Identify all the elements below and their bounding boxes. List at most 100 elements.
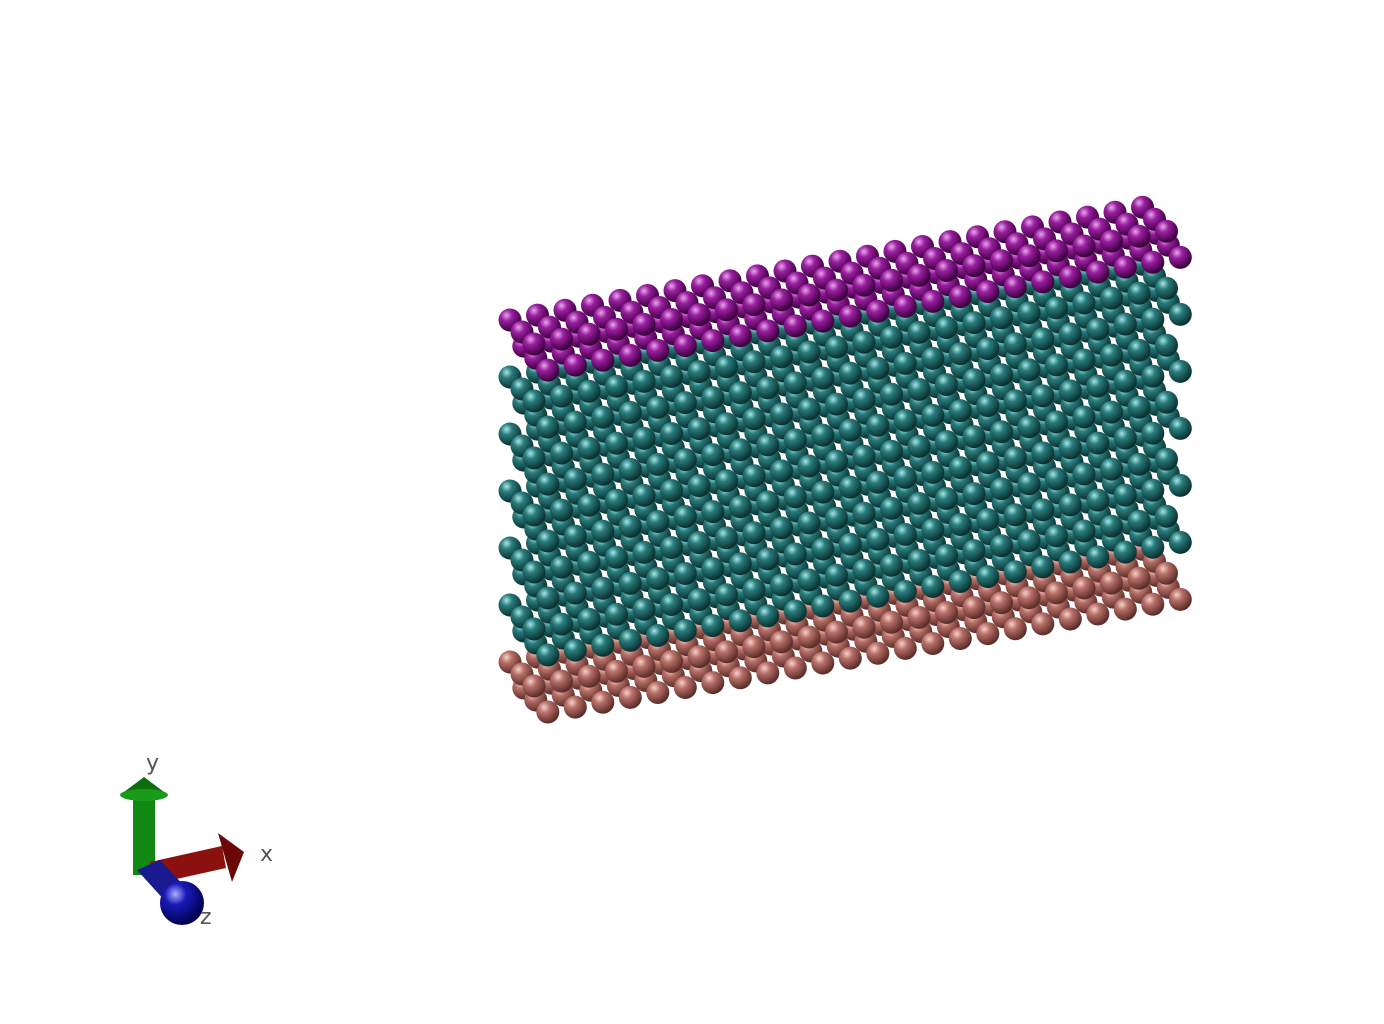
- atom-top-layer: [536, 358, 560, 382]
- atom-top-layer: [1113, 255, 1137, 279]
- atom-top-layer: [1058, 265, 1082, 289]
- atom-middle-layer: [770, 459, 793, 483]
- atom-bottom-layer: [618, 685, 642, 709]
- atom-middle-layer: [536, 472, 560, 496]
- atom-middle-layer: [852, 501, 876, 525]
- atom-middle-layer: [687, 360, 711, 384]
- atom-middle-layer: [770, 516, 793, 540]
- atom-bottom-layer: [907, 605, 931, 629]
- atom-middle-layer: [591, 462, 615, 486]
- atom-middle-layer: [962, 425, 986, 449]
- atom-middle-layer: [893, 579, 917, 603]
- atom-bottom-layer: [935, 601, 958, 624]
- atom-middle-layer: [701, 443, 725, 467]
- atom-middle-layer: [536, 586, 560, 610]
- atom-bottom-layer: [976, 622, 1000, 646]
- atom-bottom-layer: [1058, 607, 1082, 631]
- atom-middle-layer: [550, 441, 573, 465]
- atom-middle-layer: [825, 335, 848, 359]
- atom-bottom-layer: [563, 695, 587, 719]
- atom-slab[interactable]: [498, 195, 1192, 724]
- atom-top-layer: [591, 348, 615, 372]
- atom-middle-layer: [1031, 327, 1055, 351]
- atom-bottom-layer: [811, 651, 835, 675]
- atom-middle-layer: [673, 505, 697, 528]
- atom-top-layer: [990, 249, 1013, 273]
- atom-middle-layer: [660, 422, 683, 445]
- atom-middle-layer: [522, 617, 546, 641]
- atom-bottom-layer: [536, 700, 560, 724]
- atom-bottom-layer: [797, 625, 821, 649]
- atom-middle-layer: [976, 394, 1000, 418]
- atom-top-layer: [1086, 260, 1110, 284]
- atom-middle-layer: [907, 491, 931, 515]
- atom-middle-layer: [701, 500, 725, 524]
- atom-top-layer: [563, 353, 587, 377]
- atom-top-layer: [976, 280, 1000, 304]
- atom-middle-layer: [1113, 369, 1137, 393]
- atom-top-layer: [1127, 224, 1151, 248]
- atom-middle-layer: [701, 614, 725, 638]
- atom-middle-layer: [1155, 276, 1178, 300]
- atom-middle-layer: [1031, 555, 1055, 579]
- atom-middle-layer: [893, 408, 917, 432]
- atom-middle-layer: [948, 399, 972, 423]
- atom-bottom-layer: [1127, 566, 1151, 590]
- atom-middle-layer: [976, 508, 1000, 532]
- atom-middle-layer: [728, 381, 752, 405]
- atom-middle-layer: [605, 545, 628, 569]
- atom-middle-layer: [976, 565, 1000, 589]
- atom-top-layer: [701, 329, 725, 353]
- atom-middle-layer: [1100, 457, 1123, 481]
- atom-top-layer: [880, 268, 903, 292]
- atom-middle-layer: [715, 469, 738, 493]
- atom-middle-layer: [660, 593, 683, 616]
- atom-middle-layer: [1155, 390, 1178, 414]
- atom-middle-layer: [1003, 560, 1027, 584]
- atom-middle-layer: [1141, 478, 1165, 502]
- atom-top-layer: [605, 317, 628, 341]
- atom-middle-layer: [935, 544, 958, 567]
- atom-middle-layer: [1141, 421, 1165, 445]
- atom-middle-layer: [563, 581, 587, 605]
- atom-middle-layer: [646, 395, 670, 419]
- atom-middle-layer: [797, 340, 821, 364]
- atom-middle-layer: [1003, 503, 1027, 527]
- atom-middle-layer: [701, 557, 725, 581]
- atom-middle-layer: [1127, 281, 1151, 305]
- atom-middle-layer: [811, 537, 835, 561]
- atom-bottom-layer: [660, 650, 683, 673]
- atom-middle-layer: [838, 589, 862, 613]
- atom-middle-layer: [866, 584, 890, 608]
- atom-middle-layer: [811, 480, 835, 504]
- atom-bottom-layer: [742, 635, 766, 659]
- atom-middle-layer: [715, 412, 738, 436]
- atom-top-layer: [1017, 244, 1041, 268]
- atom-middle-layer: [1031, 441, 1055, 465]
- atom-middle-layer: [976, 337, 1000, 361]
- atom-top-layer: [962, 254, 986, 278]
- atom-middle-layer: [852, 330, 876, 354]
- atom-middle-layer: [1127, 395, 1151, 419]
- atom-middle-layer: [660, 479, 683, 502]
- atom-middle-layer: [1086, 317, 1110, 341]
- atom-middle-layer: [921, 403, 945, 427]
- atom-middle-layer: [591, 633, 615, 657]
- atom-middle-layer: [838, 532, 862, 556]
- atom-middle-layer: [715, 526, 738, 550]
- atom-middle-layer: [948, 570, 972, 593]
- atom-bottom-layer: [1045, 581, 1068, 605]
- atom-top-layer: [783, 314, 807, 338]
- atom-middle-layer: [962, 539, 986, 563]
- atom-top-layer: [660, 308, 683, 331]
- atom-middle-layer: [701, 386, 725, 410]
- atom-middle-layer: [783, 485, 807, 509]
- atom-middle-layer: [893, 522, 917, 546]
- atom-middle-layer: [770, 573, 793, 597]
- atom-middle-layer: [990, 534, 1013, 558]
- atom-middle-layer: [1113, 540, 1137, 564]
- atom-middle-layer: [591, 405, 615, 429]
- atom-bottom-layer: [1086, 602, 1110, 626]
- atom-middle-layer: [907, 548, 931, 572]
